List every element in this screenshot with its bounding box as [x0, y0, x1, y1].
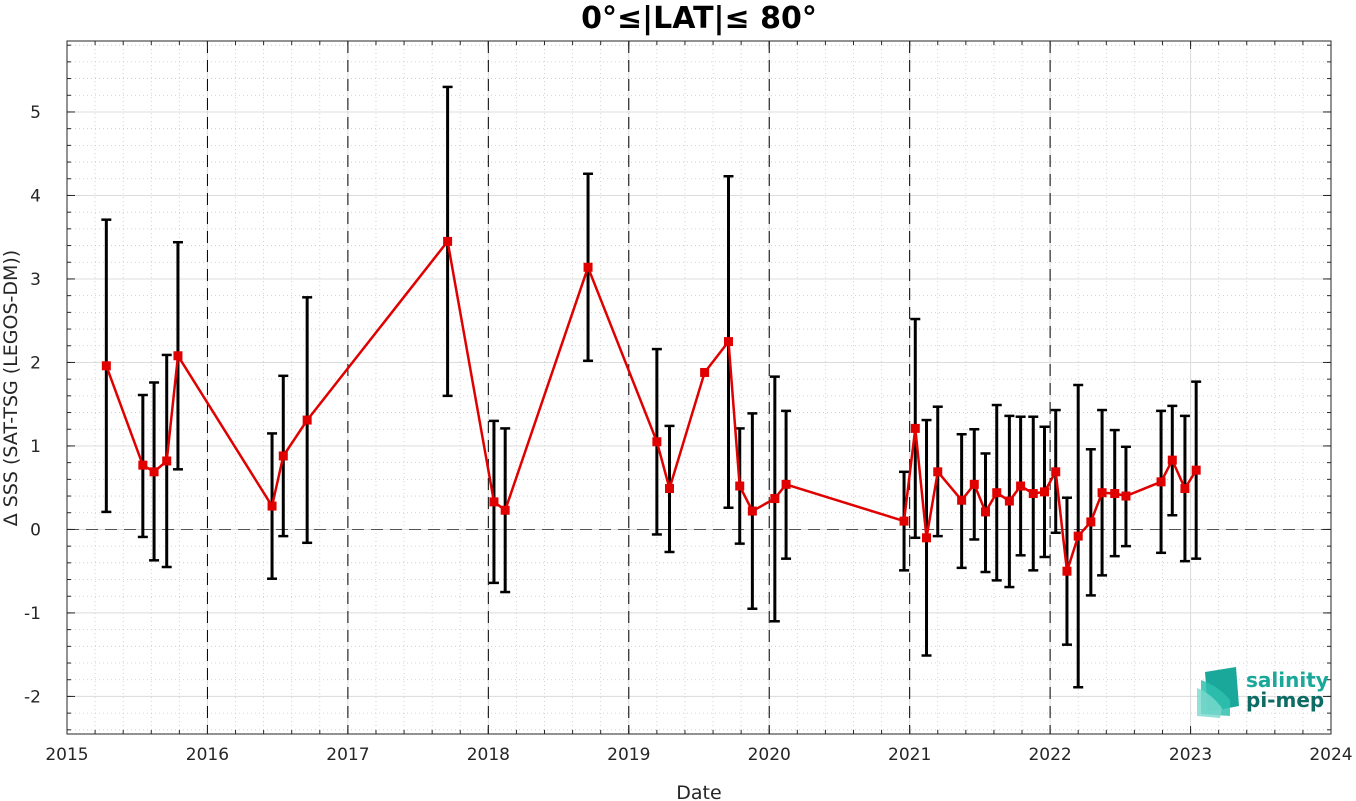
x-tick-label: 2024	[1309, 745, 1352, 765]
data-point	[500, 505, 510, 515]
x-tick-label: 2019	[607, 745, 650, 765]
data-point	[278, 451, 288, 461]
data-point	[583, 262, 593, 272]
data-point	[933, 467, 943, 477]
data-point	[1191, 465, 1201, 475]
y-axis-label: Δ SSS (SAT-TSG (LEGOS-DM))	[0, 250, 22, 526]
data-point	[957, 495, 967, 505]
x-tick-label: 2022	[1028, 745, 1071, 765]
data-point	[302, 415, 312, 425]
y-tick-label: 3	[30, 270, 41, 290]
reference-lines	[67, 41, 1331, 734]
data-point	[1121, 491, 1131, 501]
data-point	[969, 479, 979, 489]
data-point	[1086, 517, 1096, 527]
chart-title: 0°≤|LAT|≤ 80°	[581, 1, 817, 36]
y-tick-label: 1	[30, 437, 41, 457]
y-tick-label: 4	[30, 186, 41, 206]
x-tick-label: 2021	[888, 745, 931, 765]
x-axis-label: Date	[676, 782, 721, 801]
data-point	[489, 497, 499, 507]
logo-text-pi-mep: pi-mep	[1246, 688, 1324, 712]
data-point	[173, 351, 183, 361]
data-point	[700, 367, 710, 377]
y-tick-label: -1	[24, 604, 41, 624]
data-point	[1073, 531, 1083, 541]
data-point	[747, 506, 757, 516]
logo-text-salinity: salinity	[1246, 668, 1329, 692]
markers	[101, 236, 1201, 576]
y-tick-label: -2	[24, 687, 41, 707]
data-point	[1039, 487, 1049, 497]
data-point	[1110, 489, 1120, 499]
data-point	[1004, 496, 1014, 506]
data-point	[781, 479, 791, 489]
data-point	[1016, 481, 1026, 491]
y-tick-label: 5	[30, 103, 41, 123]
data-point	[910, 423, 920, 433]
data-point	[1167, 455, 1177, 465]
y-tick-label: 2	[30, 353, 41, 373]
data-point	[1156, 477, 1166, 487]
x-tick-label: 2018	[467, 745, 510, 765]
data-point	[267, 501, 277, 511]
data-point	[723, 337, 733, 347]
x-tick-label: 2017	[326, 745, 369, 765]
x-tick-label: 2016	[186, 745, 229, 765]
data-point	[443, 236, 453, 246]
data-point	[652, 437, 662, 447]
labels: 2015 2016 2017 2018 2019 2020 2021 2022 2023 2024…	[24, 103, 1353, 765]
data-point	[138, 460, 148, 470]
data-point	[770, 494, 780, 504]
data-point	[992, 488, 1002, 498]
data-point	[735, 481, 745, 491]
data-point	[922, 533, 932, 543]
salinity-pi-mep-logo: salinity pi-mep	[1197, 667, 1329, 718]
data-point	[1051, 467, 1061, 477]
logo-wave-icon	[1197, 667, 1239, 718]
error-bars	[101, 85, 1202, 689]
data-point	[101, 361, 111, 371]
x-tick-label: 2020	[748, 745, 791, 765]
data-point	[1028, 489, 1038, 499]
data-point	[149, 467, 159, 477]
data-point	[981, 507, 991, 517]
data-point	[665, 484, 675, 494]
y-tick-label: 0	[30, 520, 41, 540]
data-point	[899, 516, 909, 526]
x-tick-label: 2015	[45, 745, 88, 765]
data-point	[1062, 566, 1072, 576]
plot-frame	[66, 40, 1332, 735]
data-point	[162, 456, 172, 466]
data-point	[1180, 484, 1190, 494]
axes	[66, 40, 1332, 735]
data-point	[1097, 488, 1107, 498]
x-tick-label: 2023	[1169, 745, 1212, 765]
